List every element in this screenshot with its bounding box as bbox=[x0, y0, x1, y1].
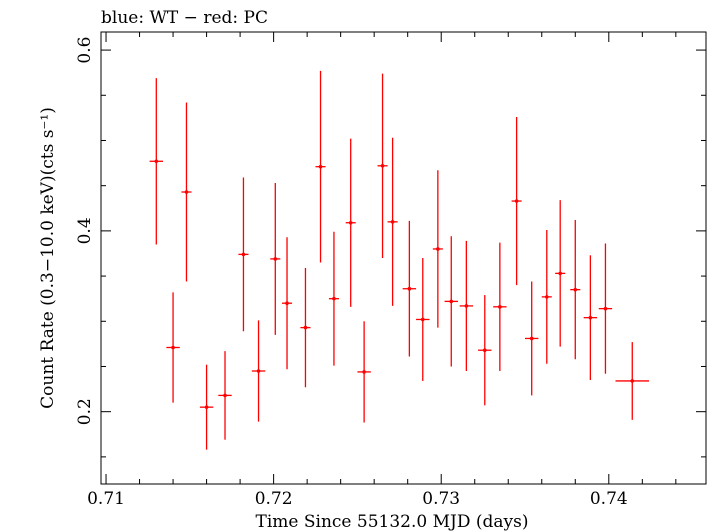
data-marker bbox=[285, 301, 289, 306]
data-point bbox=[598, 243, 613, 374]
data-marker bbox=[482, 348, 487, 353]
data-point bbox=[478, 295, 492, 406]
data-point bbox=[493, 242, 507, 371]
data-point bbox=[525, 281, 539, 396]
data-marker bbox=[273, 257, 278, 261]
data-marker bbox=[348, 220, 353, 225]
data-marker bbox=[154, 159, 159, 164]
data-marker bbox=[588, 315, 593, 320]
data-point bbox=[199, 364, 214, 450]
data-point bbox=[432, 170, 443, 328]
data-point bbox=[387, 137, 398, 306]
data-point bbox=[345, 138, 356, 307]
data-points bbox=[149, 70, 650, 450]
data-point bbox=[300, 267, 311, 388]
data-marker bbox=[407, 286, 412, 291]
data-point bbox=[238, 177, 249, 332]
y-axis-label: Count Rate (0.3−10.0 keV)(cts s⁻¹) bbox=[38, 107, 58, 409]
x-tick-label: 0.71 bbox=[87, 489, 125, 509]
data-point bbox=[218, 351, 232, 440]
data-point bbox=[541, 229, 552, 364]
data-marker bbox=[223, 393, 227, 398]
data-marker bbox=[603, 306, 608, 311]
x-axis-label: Time Since 55132.0 MJD (days) bbox=[256, 512, 529, 532]
data-point bbox=[251, 320, 266, 422]
data-point bbox=[281, 237, 293, 370]
data-marker bbox=[303, 325, 308, 330]
chart-title: blue: WT − red: PC bbox=[101, 8, 268, 28]
data-marker bbox=[514, 199, 519, 203]
data-marker bbox=[529, 336, 534, 341]
data-marker bbox=[630, 379, 635, 383]
data-marker bbox=[573, 287, 578, 292]
data-point bbox=[583, 255, 598, 381]
data-point bbox=[357, 321, 371, 423]
data-point bbox=[315, 70, 326, 263]
x-tick-label: 0.73 bbox=[422, 489, 460, 509]
data-marker bbox=[318, 164, 323, 169]
data-point bbox=[444, 236, 458, 367]
data-point bbox=[511, 116, 522, 286]
data-marker bbox=[362, 370, 366, 374]
data-point bbox=[459, 240, 474, 371]
y-tick-label: 0.2 bbox=[75, 398, 95, 425]
data-marker bbox=[436, 247, 440, 251]
data-point bbox=[615, 342, 650, 420]
data-marker bbox=[390, 220, 395, 224]
data-marker bbox=[544, 295, 549, 299]
data-point bbox=[328, 231, 339, 366]
data-point bbox=[149, 78, 164, 245]
data-marker bbox=[380, 163, 385, 168]
data-marker bbox=[204, 405, 209, 409]
axes: 0.71 0.72 0.73 0.74 0.2 0.4 0.6 bbox=[75, 32, 706, 509]
data-point bbox=[270, 182, 281, 335]
data-point bbox=[377, 73, 388, 258]
y-tick-label: 0.6 bbox=[75, 37, 95, 64]
data-marker bbox=[171, 345, 175, 350]
data-point bbox=[555, 200, 566, 347]
data-marker bbox=[449, 299, 454, 304]
data-marker bbox=[464, 304, 469, 308]
plot-frame bbox=[100, 31, 707, 485]
data-marker bbox=[332, 296, 336, 301]
data-point bbox=[402, 220, 417, 357]
data-marker bbox=[256, 369, 261, 373]
data-marker bbox=[498, 305, 502, 309]
data-marker bbox=[558, 271, 562, 276]
x-tick-label: 0.74 bbox=[590, 489, 628, 509]
data-point bbox=[166, 292, 180, 403]
data-point bbox=[570, 220, 581, 360]
data-point bbox=[416, 258, 430, 381]
data-marker bbox=[184, 190, 189, 194]
y-tick-label: 0.4 bbox=[75, 217, 95, 244]
x-tick-label: 0.72 bbox=[255, 489, 293, 509]
data-marker bbox=[241, 252, 246, 257]
data-point bbox=[181, 102, 192, 282]
data-marker bbox=[420, 317, 425, 322]
